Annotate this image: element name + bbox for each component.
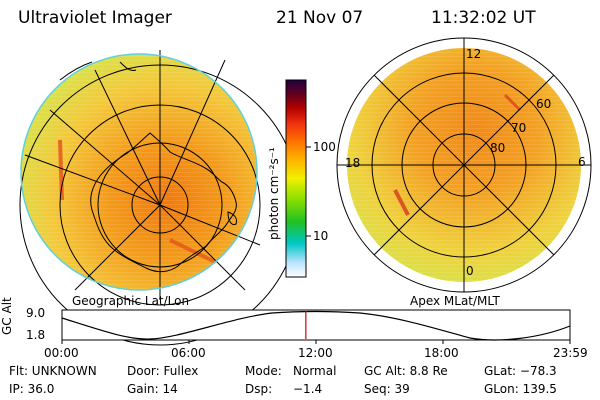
glat-info: GLat: −78.3: [484, 364, 557, 378]
timeline-ymin: 1.8: [26, 328, 46, 342]
timeline-tick-0600: 06:00: [171, 346, 206, 360]
colorbar-tick-10: 10: [313, 229, 329, 243]
timeline-tick-2359: 23:59: [553, 346, 588, 360]
right-grid-lines: [336, 37, 592, 293]
right-panel-caption: Apex MLat/MLT: [410, 294, 500, 308]
mode-value: Normal: [293, 364, 337, 378]
orbit-timeline: [61, 309, 571, 344]
timeline-tick-1800: 18:00: [424, 346, 459, 360]
filter-info: Flt: UNKNOWN: [9, 364, 97, 378]
time-label: 11:32:02 UT: [431, 8, 536, 28]
mlt-label-0: 0: [466, 264, 474, 278]
colorbar-gradient: [285, 79, 307, 278]
gain-info: Gain: 14: [127, 382, 178, 396]
date-label: 21 Nov 07: [276, 8, 364, 28]
timeline-ymax: 9.0: [26, 306, 46, 320]
mode-key: Mode:: [245, 364, 282, 378]
timeline-tick-0000: 00:00: [44, 346, 79, 360]
mlt-label-6: 6: [578, 155, 586, 169]
mlat-label-60: 60: [536, 97, 552, 111]
dsp-key: Dsp:: [245, 382, 273, 396]
instrument-title: Ultraviolet Imager: [18, 8, 172, 28]
mlat-label-80: 80: [490, 141, 506, 155]
timeline-axis-label: GC Alt: [0, 297, 14, 335]
timeline-tick-1200: 12:00: [298, 346, 333, 360]
apex-map: [336, 37, 592, 293]
left-panel-caption: Geographic Lat/Lon: [72, 294, 190, 308]
colorbar: [285, 79, 311, 278]
seq-info: Seq: 39: [364, 382, 410, 396]
left-grid-lines: [19, 50, 301, 346]
dsp-value: −1.4: [293, 382, 323, 396]
colorbar-tick-100: 100: [313, 140, 336, 154]
mlat-label-70: 70: [511, 121, 527, 135]
colorbar-unit-label: photon cm⁻²s⁻¹: [267, 147, 281, 240]
door-info: Door: Fullex: [127, 364, 199, 378]
gc-altitude-curve: [61, 310, 571, 341]
geographic-map: [19, 50, 301, 346]
ip-info: IP: 36.0: [9, 382, 55, 396]
coastline-outline: [90, 132, 237, 273]
glon-info: GLon: 139.5: [484, 382, 557, 396]
gc-alt-info: GC Alt: 8.8 Re: [364, 364, 448, 378]
mlt-label-18: 18: [345, 156, 361, 170]
timeline-frame: [61, 309, 571, 341]
mlt-label-12: 12: [466, 47, 482, 61]
